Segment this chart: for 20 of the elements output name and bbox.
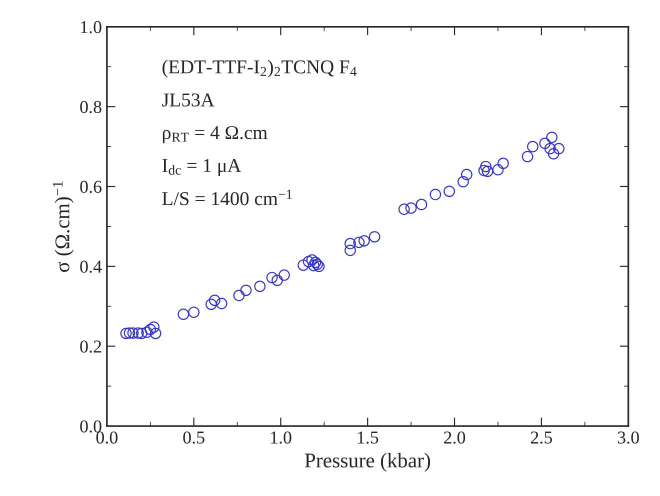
x-tick-label: 0.0 xyxy=(96,431,118,444)
annotation: ρ$_{RT}$ = 4 Ω.cm xyxy=(162,126,268,144)
x-tick-label: 2.0 xyxy=(444,431,466,444)
y-tick-label: 0.6 xyxy=(80,180,102,194)
x-tick-label: 2.5 xyxy=(530,432,552,444)
annotation: (EDT-TTF-I$_{2}$)$_{2}$TCNQ F$_{4}$ xyxy=(162,60,357,78)
annotation: I$_{dc}$ = 1 μA xyxy=(162,159,242,176)
annotation: L/S = 1400 cm$^{−1}$ xyxy=(162,190,292,206)
annotation: JL53A xyxy=(162,93,214,107)
x-tick-label: 3.0 xyxy=(618,431,639,444)
x-tick-label: 1.5 xyxy=(358,432,378,444)
y-tick-label: 0.2 xyxy=(80,340,102,353)
y-tick-label: 0.8 xyxy=(80,100,102,114)
x-axis-title: Pressure (kbar) xyxy=(304,452,430,472)
y-tick-label: 0.0 xyxy=(80,420,102,433)
y-tick-label: 1.0 xyxy=(81,21,102,34)
x-tick-label: 1.0 xyxy=(271,431,292,444)
y-axis-title: σ (Ω.cm)$^{−1}$ xyxy=(52,182,74,272)
y-tick-label: 0.4 xyxy=(80,260,102,273)
x-tick-label: 0.5 xyxy=(183,431,204,444)
